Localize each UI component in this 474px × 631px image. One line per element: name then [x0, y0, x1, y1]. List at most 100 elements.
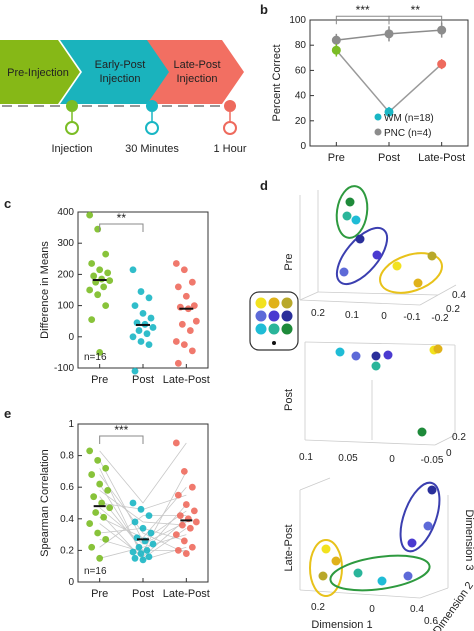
d-late-ztick: 0.6 [424, 616, 438, 627]
panel-label-b: b [260, 2, 268, 17]
d-late-xtick: 0 [369, 604, 375, 615]
panel-label-e: e [4, 406, 11, 421]
d-pre-box [299, 190, 457, 306]
e-data-point [94, 529, 102, 537]
c-data-point [102, 250, 110, 258]
d-pre-xtick: -0.2 [431, 313, 449, 324]
d-pre-zlabel: Pre [283, 253, 295, 270]
e-data-point [88, 543, 96, 551]
c-ytick-label: 300 [57, 238, 74, 249]
e-data-point [98, 499, 106, 507]
c-n-annotation: n=16 [84, 352, 107, 363]
c-ytick-label: 100 [57, 301, 74, 312]
d-cluster-point [392, 261, 402, 271]
c-data-point [180, 266, 188, 274]
d-pre-xtick: -0.1 [403, 312, 421, 323]
c-sig-stars: ** [117, 211, 127, 225]
d-cluster-point [407, 538, 417, 548]
panel-label-c: c [4, 196, 11, 211]
timeline: Pre-Injection Early-Post Injection Late-P… [0, 40, 247, 155]
e-sig-bracket [99, 435, 144, 444]
c-data-point [139, 310, 147, 317]
e-data-point [180, 468, 188, 475]
e-data-point [96, 554, 104, 562]
d-dimension2-label: Dimension 2 [431, 580, 474, 631]
c-data-point [190, 302, 198, 309]
d-post-xtick: -0.05 [421, 455, 444, 466]
panel-c: -100 0 100 200 300 400 Pre Post Late-Post Differe… [39, 207, 210, 386]
d-cluster-point [383, 350, 393, 360]
e-subject-line [99, 486, 187, 539]
e-data-point [172, 439, 180, 447]
e-ytick-label: 0.4 [60, 514, 74, 525]
e-subject-line [99, 496, 187, 551]
d-key-dot [255, 310, 267, 322]
30min-dot [146, 100, 158, 112]
c-data-point [174, 359, 182, 367]
c-sig-bracket [99, 223, 144, 232]
d-cluster-point [371, 351, 381, 361]
e-data-point [131, 518, 139, 526]
e-data-point [145, 553, 153, 561]
stage-early-arrow [60, 40, 172, 104]
d-cluster-point [321, 544, 331, 554]
d-cluster-point [339, 267, 349, 277]
d-cluster-point [351, 215, 361, 225]
c-data-point [188, 347, 196, 355]
e-subject-line [99, 515, 187, 548]
d-post-ztick: 0 [446, 448, 452, 459]
e-data-point [102, 464, 110, 472]
e-data-point [137, 505, 145, 513]
c-data-point [129, 333, 137, 341]
e-ytick-label: 0 [68, 577, 74, 588]
e-data-point [129, 499, 137, 507]
d-post-xtick: 0.05 [338, 453, 358, 464]
e-data-point [88, 471, 96, 478]
c-ylabel: Difference in Means [39, 241, 51, 339]
e-data-point [90, 493, 98, 501]
e-xtick-label: Post [132, 588, 154, 600]
b-pnc-point [331, 35, 341, 45]
d-pre-xtick: 0.2 [311, 308, 325, 319]
d-post-box [304, 341, 456, 446]
e-data-point [172, 531, 180, 538]
e-data-point [92, 509, 100, 516]
e-data-point [143, 547, 151, 554]
c-data-point [131, 302, 139, 309]
panel-label-d: d [260, 178, 268, 193]
e-data-point [131, 554, 139, 562]
e-data-point [96, 480, 104, 488]
c-xtick-label: Late-Post [163, 374, 210, 386]
e-data-point [145, 512, 153, 520]
d-key-dot [268, 310, 280, 322]
b-pnc-point [437, 25, 447, 35]
e-data-point [137, 550, 145, 557]
e-data-point [106, 504, 114, 512]
e-data-point [147, 529, 155, 537]
c-data-point [86, 211, 94, 219]
d-cluster-point [342, 211, 352, 221]
b-wm-point [437, 59, 447, 69]
event-injection: Injection [52, 143, 93, 155]
b-sig-bracket [388, 15, 443, 25]
e-data-point [104, 486, 112, 494]
c-data-point [135, 327, 143, 334]
b-legend-wm-swatch [374, 113, 382, 121]
b-wm-point [384, 107, 394, 117]
event-30min: 30 Minutes [125, 143, 179, 155]
e-subject-line [99, 490, 187, 526]
c-xtick-label: Pre [91, 374, 108, 386]
c-data-point [137, 288, 145, 295]
b-xtick-label: Post [378, 152, 400, 164]
e-data-point [129, 548, 137, 556]
d-cluster-point [371, 361, 381, 371]
e-ytick-label: 0.6 [60, 482, 74, 493]
d-pre-xtick: 0 [381, 311, 387, 322]
e-data-point [174, 491, 182, 499]
d-pre-cluster-blue [335, 226, 389, 286]
e-data-point [188, 543, 196, 551]
e-xtick-label: Pre [91, 588, 108, 600]
c-data-point [86, 286, 94, 294]
b-xtick-label: Late-Post [418, 152, 465, 164]
